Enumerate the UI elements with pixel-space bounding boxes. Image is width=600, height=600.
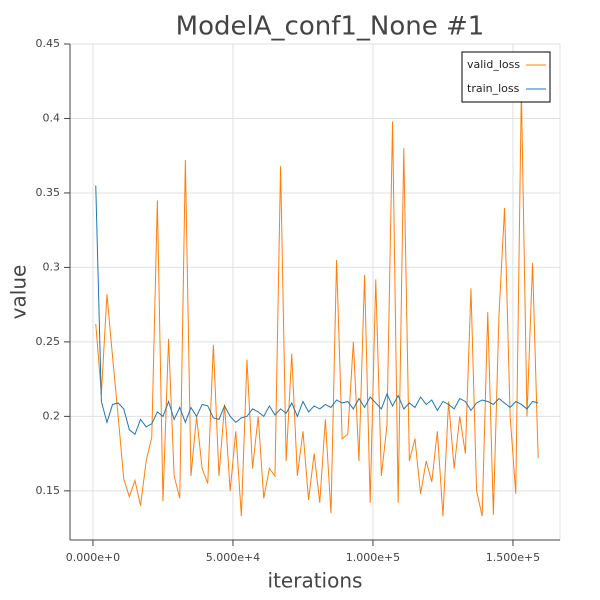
y-tick-label: 0.45 <box>36 37 61 50</box>
series-line <box>95 185 539 436</box>
legend-label: train_loss <box>467 82 520 95</box>
legend-box <box>461 51 551 103</box>
legend: valid_loss train_loss <box>461 51 551 103</box>
x-axis-label: iterations <box>268 569 363 593</box>
y-axis-label: value <box>7 265 31 320</box>
chart-title: ModelA_conf1_None #1 <box>176 12 485 42</box>
x-tick-label: 5.000e+4 <box>206 551 260 564</box>
y-tick-label: 0.35 <box>36 186 61 199</box>
legend-label: valid_loss <box>467 58 520 71</box>
x-tick-label: 0.000e+0 <box>66 551 120 564</box>
y-tick-label: 0.15 <box>36 484 61 497</box>
y-tick-label: 0.2 <box>43 409 61 422</box>
y-tick-label: 0.25 <box>36 335 61 348</box>
y-tick-label: 0.3 <box>43 260 61 273</box>
series-line <box>95 88 539 517</box>
x-tick-label: 1.500e+5 <box>486 551 540 564</box>
y-tick-label: 0.4 <box>43 111 61 124</box>
x-tick-label: 1.000e+5 <box>346 551 400 564</box>
